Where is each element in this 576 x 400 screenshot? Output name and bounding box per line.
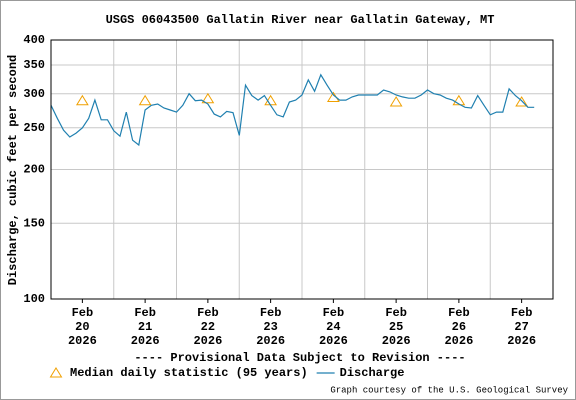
- x-tick-label: 2026: [131, 334, 160, 348]
- median-marker: [515, 96, 529, 107]
- median-marker: [201, 92, 215, 104]
- y-tick-label: 100: [23, 292, 45, 306]
- x-tick-label: 24: [326, 320, 340, 334]
- median-marker: [138, 94, 152, 106]
- x-tick-label: Feb: [197, 306, 219, 320]
- median-marker: [75, 94, 89, 106]
- median-marker: [452, 94, 466, 106]
- x-tick-label: 2026: [68, 334, 97, 348]
- x-tick-label: 2026: [507, 334, 536, 348]
- x-tick-label: 2026: [382, 334, 411, 348]
- discharge-line: [50, 73, 535, 147]
- x-tick-label: 23: [263, 320, 277, 334]
- y-tick-label: 250: [23, 121, 45, 135]
- y-axis-label: Discharge, cubic feet per second: [6, 55, 20, 285]
- legend-marker: [49, 367, 63, 378]
- x-tick-label: 2026: [256, 334, 285, 348]
- x-tick-label: Feb: [72, 306, 94, 320]
- x-tick-label: 22: [201, 320, 215, 334]
- x-tick-label: Feb: [134, 306, 156, 320]
- credit: Graph courtesy of the U.S. Geological Su…: [330, 385, 568, 395]
- x-tick-label: 26: [452, 320, 466, 334]
- legend-label: Median daily statistic (95 years): [70, 366, 308, 380]
- x-tick-label: Feb: [323, 306, 345, 320]
- x-tick-label: 27: [514, 320, 528, 334]
- median-marker: [389, 96, 403, 107]
- x-tick-label: 21: [138, 320, 152, 334]
- x-tick-label: 20: [75, 320, 89, 334]
- plot-border: [50, 39, 554, 300]
- y-tick-label: 200: [23, 163, 45, 177]
- legend-label: Discharge: [340, 366, 405, 380]
- chart-title: USGS 06043500 Gallatin River near Gallat…: [106, 13, 495, 27]
- x-tick-label: 2026: [193, 334, 222, 348]
- y-tick-label: 400: [23, 33, 45, 47]
- y-tick-label: 350: [23, 58, 45, 72]
- x-tick-label: Feb: [385, 306, 407, 320]
- y-tick-label: 150: [23, 216, 45, 230]
- x-tick-label: 2026: [444, 334, 473, 348]
- x-tick-label: Feb: [260, 306, 282, 320]
- x-tick-label: 25: [389, 320, 403, 334]
- x-tick-label: Feb: [448, 306, 470, 320]
- annotation: ---- Provisional Data Subject to Revisio…: [134, 351, 465, 365]
- x-tick-label: 2026: [319, 334, 348, 348]
- y-tick-label: 300: [23, 87, 45, 101]
- x-tick-label: Feb: [511, 306, 533, 320]
